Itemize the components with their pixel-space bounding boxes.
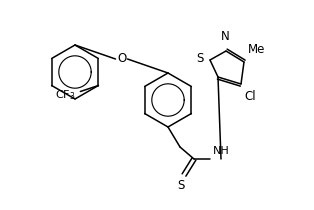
Text: Me: Me xyxy=(248,43,265,56)
Text: Cl: Cl xyxy=(244,90,256,103)
Text: S: S xyxy=(177,179,185,192)
Text: O: O xyxy=(117,52,126,66)
Text: CF$_3$: CF$_3$ xyxy=(55,89,75,102)
Text: NH: NH xyxy=(213,146,230,156)
Text: N: N xyxy=(221,30,229,43)
Text: S: S xyxy=(197,51,204,64)
